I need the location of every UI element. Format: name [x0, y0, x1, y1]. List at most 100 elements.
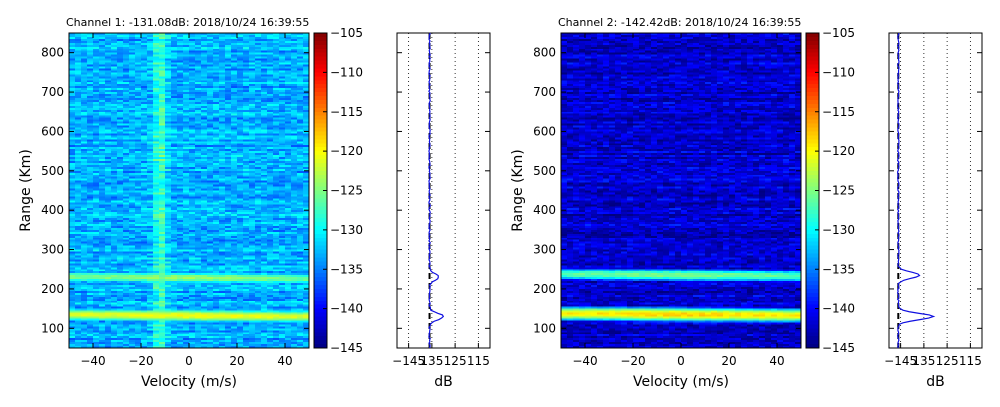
heatmap-cell	[243, 155, 250, 158]
heatmap-cell	[255, 178, 262, 182]
heatmap-cell	[99, 245, 106, 248]
heatmap-cell	[243, 212, 250, 215]
heatmap-cell	[195, 216, 202, 219]
heatmap-cell	[123, 249, 130, 252]
heatmap-cell	[75, 139, 82, 142]
heatmap-cell	[261, 97, 268, 101]
heatmap-cell	[81, 62, 88, 65]
heatmap-cell	[285, 263, 292, 266]
heatmap-cell	[183, 82, 190, 85]
heatmap-cell	[201, 241, 208, 245]
heatmap-cell	[243, 206, 250, 209]
heatmap-cell	[177, 204, 184, 207]
heatmap-cell	[129, 239, 136, 243]
heatmap-cell	[165, 80, 172, 83]
heatmap-cell	[99, 54, 106, 58]
heatmap-cell	[267, 157, 274, 160]
heatmap-cell	[123, 190, 130, 193]
heatmap-cell	[153, 216, 160, 219]
heatmap-cell	[135, 241, 142, 245]
heatmap-cell	[177, 157, 184, 160]
heatmap-cell	[273, 133, 280, 136]
heatmap-cell	[291, 190, 298, 193]
heatmap-cell	[201, 105, 208, 109]
heatmap-cell	[261, 269, 268, 272]
heatmap-cell	[249, 90, 256, 93]
heatmap-cell	[171, 36, 178, 40]
heatmap-cell	[195, 125, 202, 128]
heatmap-cell	[123, 216, 130, 219]
heatmap-cell	[171, 80, 178, 83]
heatmap-cell	[219, 115, 226, 119]
heatmap-cell	[279, 159, 286, 162]
heatmap-cell	[153, 218, 160, 221]
heatmap-cell	[189, 235, 196, 239]
heatmap-cell	[93, 233, 100, 237]
heatmap-cell	[75, 60, 82, 63]
heatmap-cell	[117, 107, 124, 111]
heatmap-cell	[213, 96, 220, 99]
heatmap-cell	[267, 84, 274, 87]
heatmap-cell	[207, 160, 214, 164]
heatmap-cell	[225, 212, 232, 215]
heatmap-cell	[303, 253, 310, 256]
heatmap-cell	[267, 127, 274, 130]
heatmap-cell	[267, 194, 274, 197]
heatmap-cell	[261, 56, 268, 59]
heatmap-cell	[117, 162, 124, 166]
heatmap-cell	[177, 155, 184, 158]
heatmap-cell	[213, 121, 220, 124]
heatmap-cell	[267, 133, 274, 136]
heatmap-cell	[297, 157, 304, 160]
heatmap-cell	[261, 218, 268, 221]
heatmap-cell	[129, 204, 136, 207]
heatmap-cell	[141, 182, 148, 185]
heatmap-cell	[285, 218, 292, 221]
heatmap-cell	[237, 233, 244, 237]
heatmap-cell	[237, 194, 244, 197]
heatmap-cell	[243, 97, 250, 101]
heatmap-cell	[93, 86, 100, 89]
heatmap-cell	[243, 60, 250, 63]
heatmap-cell	[207, 214, 214, 217]
heatmap-cell	[231, 54, 238, 58]
heatmap-cell	[291, 119, 298, 122]
heatmap-cell	[243, 90, 250, 93]
heatmap-cell	[75, 115, 82, 119]
heatmap-cell	[249, 172, 256, 176]
heatmap-cell	[297, 113, 304, 117]
heatmap-cell	[105, 241, 112, 245]
heatmap-cell	[279, 247, 286, 250]
heatmap-cell	[285, 184, 292, 187]
heatmap-cell	[267, 141, 274, 144]
heatmap-cell	[159, 200, 166, 203]
heatmap-cell	[75, 157, 82, 160]
heatmap-cell	[225, 190, 232, 193]
heatmap-cell	[207, 168, 214, 172]
heatmap-cell	[303, 172, 310, 176]
heatmap-cell	[183, 157, 190, 160]
heatmap-cell	[189, 84, 196, 87]
heatmap-cell	[171, 111, 178, 115]
heatmap-cell	[261, 143, 268, 146]
heatmap-cell	[237, 36, 244, 40]
heatmap-cell	[147, 72, 154, 75]
heatmap-cell	[249, 231, 256, 235]
heatmap-cell	[111, 137, 118, 140]
heatmap-cell	[135, 176, 142, 180]
heatmap-cell	[87, 80, 94, 83]
heatmap-cell	[177, 174, 184, 178]
heatmap-cell	[105, 80, 112, 83]
heatmap-cell	[273, 76, 280, 79]
heatmap-cell	[267, 64, 274, 67]
heatmap-cell	[153, 245, 160, 248]
heatmap-cell	[237, 271, 244, 274]
heatmap-cell	[93, 190, 100, 193]
heatmap-cell	[87, 44, 94, 48]
heatmap-cell	[207, 159, 214, 162]
heatmap-cell	[69, 194, 76, 197]
heatmap-cell	[141, 141, 148, 144]
heatmap-cell	[183, 119, 190, 122]
heatmap-cell	[177, 184, 184, 187]
heatmap-cell	[201, 182, 208, 185]
